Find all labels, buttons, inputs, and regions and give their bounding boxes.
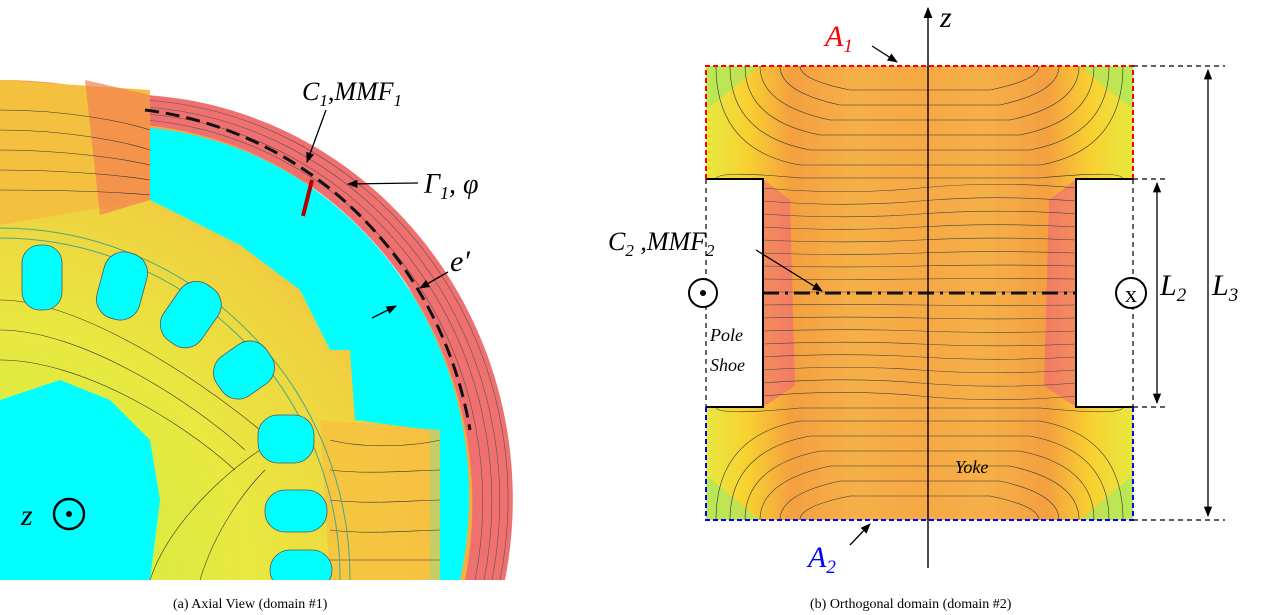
c1-arrow: [306, 109, 327, 163]
stator-slots: [21, 244, 333, 580]
yoke-flux-line: [762, 354, 1077, 360]
a1-arrow: [871, 45, 898, 63]
yoke-flux-line: [762, 341, 1077, 347]
axial-view-panel: [0, 80, 513, 580]
caption-a: (a) Axial View (domain #1): [173, 597, 328, 612]
yoke-flux-line: [762, 304, 1077, 306]
c1-label: C1,MMF1: [302, 77, 402, 110]
current-out-symbol: [688, 278, 718, 308]
current-in-symbol: x: [1115, 277, 1147, 309]
yoke-flux-line: [762, 278, 1077, 280]
yoke-flux-line: [762, 329, 1077, 333]
yoke-flux-line: [762, 316, 1077, 320]
caption-b: (b) Orthogonal domain (domain #2): [810, 597, 1012, 612]
l3-label: L3: [1211, 269, 1238, 306]
lower-band: [320, 420, 440, 580]
axial-flux-lines: [0, 109, 441, 580]
stator-ring: [0, 227, 351, 580]
a1-label: A1: [823, 20, 853, 57]
left-flux-red: [85, 80, 150, 215]
yoke-flux-line: [762, 197, 1077, 205]
shoe-label: Shoe: [710, 355, 745, 375]
c1-contour: [144, 108, 472, 431]
a2-label: A2: [806, 541, 836, 578]
orthogonal-domain-panel: x: [688, 6, 1225, 568]
z-label-a: z: [20, 499, 33, 532]
gamma1-label: Γ1, φ: [423, 169, 478, 203]
yoke-flux-line: [762, 379, 1077, 387]
yoke-flux-line: [762, 251, 1077, 255]
z-axis-symbol-a: [52, 497, 86, 531]
z-label-b: z: [939, 1, 952, 34]
shaft: [0, 380, 160, 580]
yoke-flux-line: [762, 237, 1077, 243]
l2-label: L2: [1159, 269, 1187, 306]
a2-boundary: [705, 407, 1134, 521]
c2-label: C2 ,MMF2: [608, 227, 715, 260]
gamma1-segment: [301, 179, 314, 217]
yoke-flux-line: [762, 366, 1077, 374]
current-in-cross: x: [1125, 282, 1137, 308]
eprime-arrow-inner: [371, 305, 397, 319]
eprime-label: e′: [450, 245, 470, 278]
flux-lines: [715, 65, 1124, 521]
c2-arrow: [755, 249, 823, 292]
yoke-flux-line: [762, 264, 1077, 268]
yoke-flux-line: [762, 224, 1077, 230]
a1-boundary: [705, 65, 1134, 179]
gamma1-arrow: [346, 179, 419, 189]
yoke-flux-line: [762, 210, 1077, 218]
outer-rim: [145, 95, 513, 580]
yoke-flux-line: [762, 392, 1077, 400]
yoke-flux-line: [762, 183, 1077, 193]
pole-label: Pole: [709, 325, 743, 345]
eprime-arrow-outer: [419, 271, 449, 289]
a2-arrow: [849, 523, 871, 546]
yoke-label: Yoke: [955, 457, 988, 477]
